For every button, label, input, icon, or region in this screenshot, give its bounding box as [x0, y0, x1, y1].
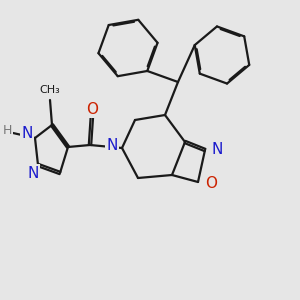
Text: N: N: [106, 139, 118, 154]
Text: O: O: [86, 101, 98, 116]
Text: N: N: [211, 142, 223, 158]
Text: O: O: [205, 176, 217, 191]
Text: H: H: [2, 124, 12, 137]
Text: N: N: [27, 166, 39, 181]
Text: N: N: [21, 127, 33, 142]
Text: CH₃: CH₃: [40, 85, 60, 95]
